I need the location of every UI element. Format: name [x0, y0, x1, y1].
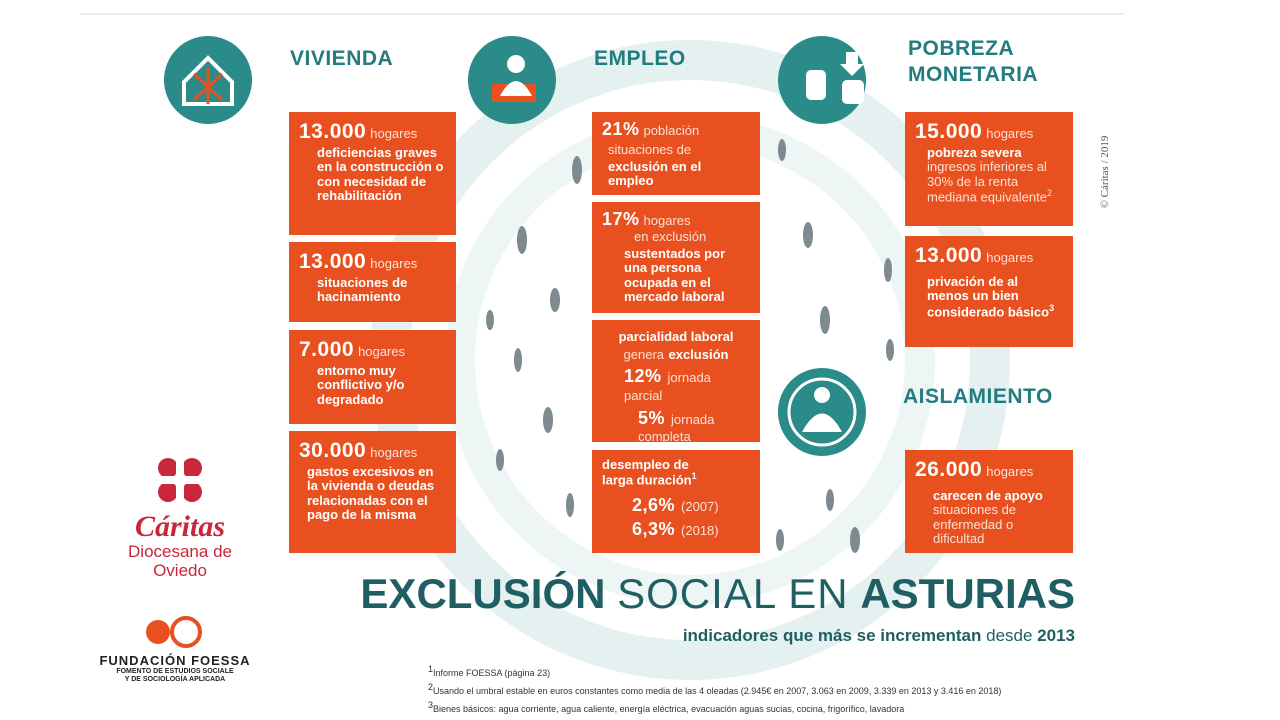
stat-box: desempleo de larga duración1 2,6% (2007) …: [592, 450, 760, 553]
unit: hogares: [643, 213, 691, 228]
unit: hogares: [986, 250, 1034, 265]
number: 2,6%: [632, 494, 676, 515]
number: 15.000: [915, 120, 983, 143]
number: 17%: [602, 209, 640, 229]
title-part: ASTURIAS: [860, 570, 1075, 617]
number: 13.000: [299, 120, 367, 143]
number: 13.000: [915, 244, 983, 267]
heading: AISLAMIENTO: [903, 385, 1053, 408]
text: privación de al menos un bien considerad…: [915, 274, 1063, 320]
unit: hogares: [370, 126, 418, 141]
number: 21%: [602, 119, 640, 139]
text: carecen de apoyo: [933, 488, 1043, 504]
number: 26.000: [915, 458, 983, 481]
number: 12%: [624, 366, 662, 387]
subtitle-part: indicadores que más se incrementan: [682, 626, 982, 645]
text: en exclusión: [634, 228, 707, 244]
text: parcialidad laboral: [618, 329, 734, 344]
text: exclusión: [668, 346, 729, 362]
footnote-text: Bienes básicos: agua corriente, agua cal…: [433, 704, 905, 714]
text: exclusión en el empleo: [608, 159, 702, 189]
logo-line: FOMENTO DE ESTUDIOS SOCIALE: [116, 668, 234, 676]
heading: EMPLEO: [594, 47, 686, 70]
text: ingresos inferiores al 30% de la renta m…: [915, 160, 1063, 204]
stat-box: 21% población situaciones de exclusión en…: [592, 112, 760, 195]
number: 7.000: [299, 338, 355, 361]
number: 6,3%: [632, 518, 676, 539]
unit: hogares: [370, 256, 418, 271]
heading: POBREZA MONETARIA: [908, 37, 1039, 87]
text: ingresos inferiores al 30% de la renta m…: [927, 159, 1047, 205]
unit: población: [643, 123, 700, 138]
title: EXCLUSIÓN SOCIAL EN ASTURIAS: [330, 570, 1075, 618]
text: genera: [623, 346, 665, 362]
stat-box: 13.000 hogares privación de al menos un b…: [905, 236, 1073, 347]
footnote-mark: 3: [428, 700, 434, 710]
text: entorno muy conflictivo y/o degradado: [317, 363, 405, 407]
title-part: SOCIAL EN: [617, 570, 849, 617]
logo-line: Oviedo: [153, 560, 207, 580]
label: jornada completa: [638, 411, 715, 445]
footnote-text: Informe FOESSA (página 23): [433, 668, 551, 678]
footnote-mark: 1: [428, 664, 434, 674]
stat-box: 7.000 hogares entorno muy conflictivo y/o…: [289, 330, 456, 424]
text: desempleo de larga duración1: [602, 457, 712, 488]
logo-line: Diocesana de: [128, 542, 232, 561]
caritas-logo: Cáritas Diocesana de Oviedo: [95, 510, 265, 580]
superscript: 2: [1046, 187, 1052, 198]
footnote: 1Informe FOESSA (página 23): [428, 664, 550, 678]
subtitle-part: 2013: [1037, 626, 1075, 645]
superscript: 1: [691, 471, 697, 482]
label: (2018): [681, 522, 719, 538]
stat-box: 26.000 hogares carecen de apoyo situacion…: [905, 450, 1073, 553]
footnote-mark: 2: [428, 682, 434, 692]
unit: hogares: [986, 464, 1034, 479]
stat-box: 30.000 hogares gastos excesivos en la viv…: [289, 431, 456, 553]
logo-name: Cáritas: [134, 510, 226, 543]
logo-line: Y DE SOCIOLOGÍA APLICADA: [124, 675, 226, 683]
number: 30.000: [299, 439, 367, 462]
label: jornada parcial: [624, 370, 711, 403]
text: sustentados por una persona ocupada en e…: [624, 246, 726, 304]
text: deficiencias graves en la construcción o…: [317, 145, 444, 203]
label: (2007): [681, 498, 719, 514]
stat-box: 13.000 hogares deficiencias graves en la …: [289, 112, 456, 235]
superscript: 3: [1049, 302, 1055, 313]
logo-name: FUNDACIÓN FOESSA: [99, 653, 251, 668]
title-part: EXCLUSIÓN: [360, 570, 606, 617]
subtitle: indicadores que más se incrementan desde…: [500, 626, 1075, 646]
text: desempleo de larga duración: [602, 457, 692, 488]
heading: VIVIENDA: [290, 47, 394, 70]
footnote: 3Bienes básicos: agua corriente, agua ca…: [428, 700, 904, 714]
stat-box: 15.000 hogares pobreza severa ingresos in…: [905, 112, 1073, 226]
stat-box: parcialidad laboral genera exclusión 12%…: [592, 320, 760, 445]
footnote: 2Usando el umbral estable en euros const…: [428, 682, 1001, 696]
text: gastos excesivos en la vivienda o deudas…: [307, 464, 435, 522]
foessa-logo: FUNDACIÓN FOESSA FOMENTO DE ESTUDIOS SOC…: [80, 653, 270, 684]
text: situaciones de: [608, 141, 692, 157]
number: 5%: [638, 407, 666, 428]
unit: hogares: [370, 445, 418, 460]
copyright: © Cáritas / 2019: [1099, 135, 1111, 209]
text: situaciones de enfermedad o dificultad: [933, 502, 1017, 546]
text: privación de al menos un bien considerad…: [927, 274, 1050, 320]
text: situaciones de hacinamiento: [317, 275, 408, 305]
stat-box: 17% hogares en exclusión sustentados por …: [592, 202, 760, 313]
subtitle-part: desde: [986, 626, 1033, 645]
footnote-text: Usando el umbral estable en euros consta…: [433, 686, 1002, 696]
unit: hogares: [358, 344, 406, 359]
unit: hogares: [986, 126, 1034, 141]
number: 13.000: [299, 250, 367, 273]
stat-box: 13.000 hogares situaciones de hacinamient…: [289, 242, 456, 322]
text: pobreza severa: [927, 145, 1022, 161]
